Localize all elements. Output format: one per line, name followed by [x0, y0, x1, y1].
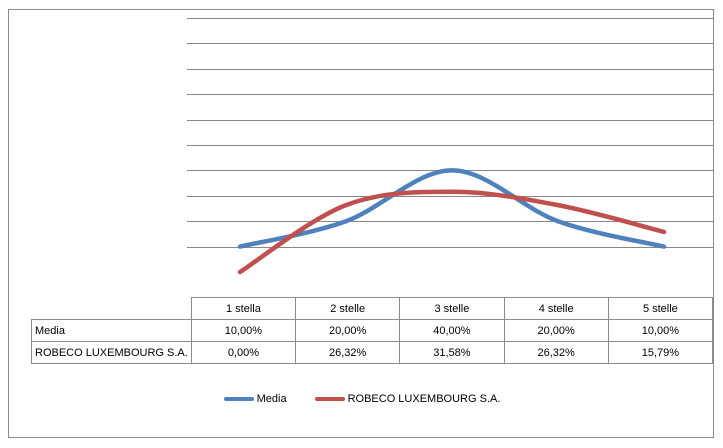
data-table-row-media: Media 10,00% 20,00% 40,00% 20,00% 10,00%	[31, 319, 714, 342]
data-label: 0,00%	[190, 341, 297, 364]
chart-frame: 1 stella 2 stelle 3 stelle 4 stelle 5 st…	[8, 9, 714, 438]
series-name: Media	[31, 319, 192, 342]
category-label: 4 stelle	[503, 297, 609, 320]
chart-plot-area	[187, 18, 713, 275]
data-table-header-row: 1 stella 2 stelle 3 stelle 4 stelle 5 st…	[31, 297, 714, 320]
gridlines	[187, 18, 713, 248]
data-label: 26,32%	[503, 341, 609, 364]
category-label: 2 stelle	[295, 297, 401, 320]
category-label: 1 stella	[190, 297, 297, 320]
category-label: 3 stelle	[399, 297, 505, 320]
data-table-row-robeco: ROBECO LUXEMBOURG S.A. 0,00% 26,32% 31,5…	[31, 341, 714, 364]
series-line-0	[237, 168, 667, 249]
data-label: 20,00%	[295, 319, 401, 342]
category-label: 5 stelle	[607, 297, 714, 320]
data-label: 10,00%	[190, 319, 297, 342]
legend-label: ROBECO LUXEMBOURG S.A.	[347, 393, 501, 405]
legend-swatch	[314, 397, 345, 401]
legend-label: Media	[256, 393, 287, 405]
data-table: 1 stella 2 stelle 3 stelle 4 stelle 5 st…	[31, 297, 714, 364]
data-label: 20,00%	[503, 319, 609, 342]
data-label: 15,79%	[607, 341, 714, 364]
data-label: 31,58%	[399, 341, 505, 364]
series-lines	[237, 168, 667, 275]
legend: Media ROBECO LUXEMBOURG S.A.	[9, 393, 715, 405]
legend-item-media: Media	[223, 393, 287, 405]
series-name: ROBECO LUXEMBOURG S.A.	[31, 341, 192, 364]
data-label: 26,32%	[295, 341, 401, 364]
data-label: 10,00%	[607, 319, 714, 342]
legend-item-robeco: ROBECO LUXEMBOURG S.A.	[314, 393, 501, 405]
series-line-1	[237, 189, 667, 275]
legend-swatch	[223, 397, 254, 401]
data-table-corner	[31, 297, 192, 320]
data-label: 40,00%	[399, 319, 505, 342]
